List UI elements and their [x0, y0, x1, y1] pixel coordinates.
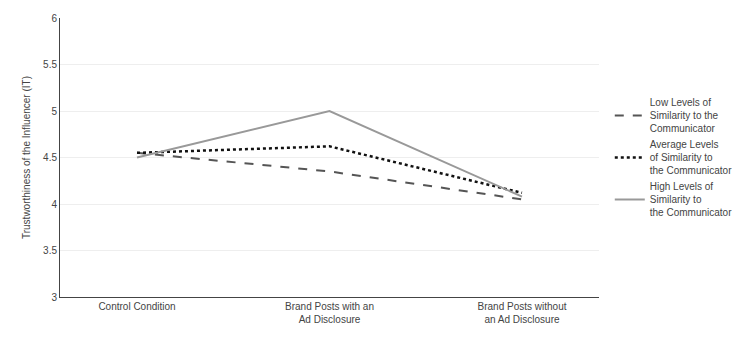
svg-text:3.5: 3.5 [43, 245, 57, 256]
svg-text:3: 3 [51, 292, 57, 303]
svg-text:Brand Posts with anAd Disclosu: Brand Posts with anAd Disclosure [285, 301, 374, 325]
svg-text:Trustworthiness of the Influen: Trustworthiness of the Influencer (IT) [21, 76, 32, 239]
svg-text:Low Levels ofSimilarity to the: Low Levels ofSimilarity to theCommunicat… [650, 97, 719, 134]
svg-text:Brand Posts withoutan Ad Discl: Brand Posts withoutan Ad Disclosure [478, 301, 567, 325]
svg-text:Average Levelsof Similarity to: Average Levelsof Similarity tothe Commun… [650, 139, 732, 176]
svg-text:6: 6 [51, 13, 57, 24]
svg-text:5: 5 [51, 106, 57, 117]
svg-text:4: 4 [51, 199, 57, 210]
svg-text:Control Condition: Control Condition [98, 301, 175, 312]
svg-text:High Levels ofSimilarity tothe: High Levels ofSimilarity tothe Communica… [650, 181, 732, 218]
svg-text:4.5: 4.5 [43, 152, 57, 163]
svg-text:5.5: 5.5 [43, 59, 57, 70]
